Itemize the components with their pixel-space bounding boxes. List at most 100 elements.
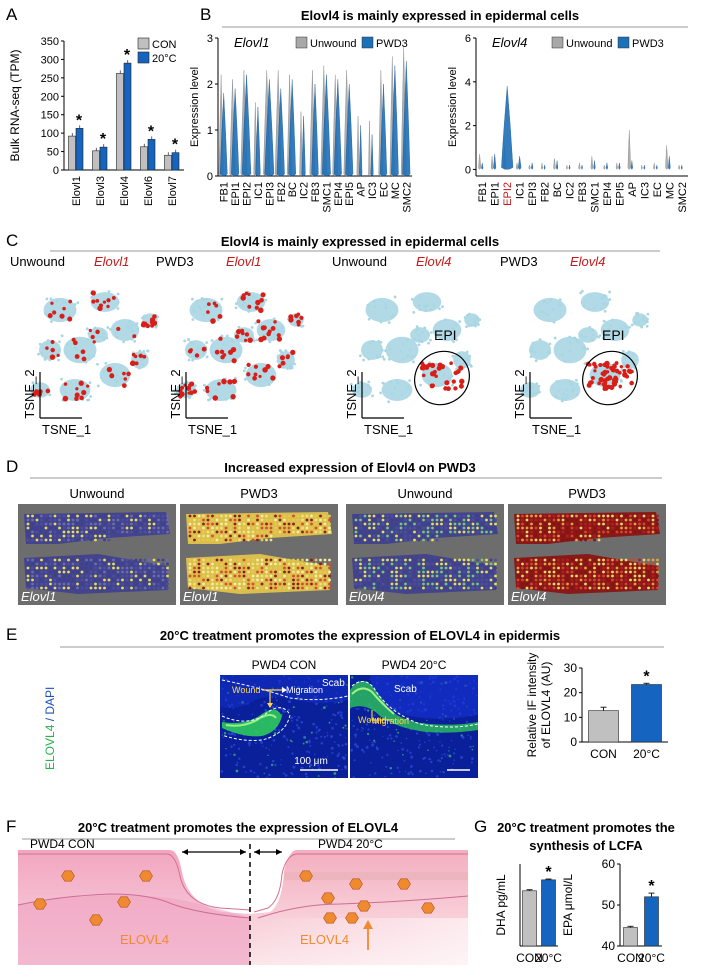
tsne-point: [203, 298, 206, 301]
spatial-spot: [26, 526, 30, 530]
tsne-point: [37, 352, 40, 356]
spatial-spot: [251, 534, 255, 538]
spatial-spot: [206, 558, 210, 562]
spatial-spot: [395, 518, 398, 522]
tsne-expressing-cell: [290, 349, 296, 356]
spatial-spot: [404, 562, 407, 566]
tsne-point: [558, 303, 562, 307]
b-violin: [379, 83, 388, 177]
tsne-expressing-cell: [626, 368, 632, 374]
tsne-expressing-cell: [459, 378, 465, 385]
spatial-spot: [449, 530, 452, 534]
spatial-spot: [647, 518, 650, 522]
tsne-point: [553, 336, 557, 340]
spatial-spot: [381, 574, 385, 578]
tsne-expressing-cell: [259, 297, 264, 303]
spatial-spot: [570, 570, 574, 574]
tsne-expressing-cell: [75, 387, 79, 391]
spatial-spot: [98, 578, 102, 582]
spatial-spot: [629, 558, 632, 562]
tsne-point: [356, 390, 359, 394]
spatial-spot: [49, 538, 52, 542]
spatial-spot: [485, 570, 488, 574]
spatial-spot: [278, 570, 282, 574]
tsne-point: [362, 358, 365, 362]
spatial-spot: [26, 522, 30, 526]
tsne-point: [645, 320, 649, 324]
if-nucleus: [396, 766, 399, 770]
spatial-spot: [67, 526, 70, 530]
spatial-spot: [229, 558, 232, 562]
spatial-spot: [588, 526, 592, 530]
spatial-spot: [399, 574, 403, 578]
spatial-spot: [620, 518, 623, 522]
b-y-tick-label: 2: [465, 121, 471, 133]
tsne-point: [250, 326, 254, 329]
tsne-point: [607, 372, 611, 376]
if-nucleus: [337, 744, 341, 747]
spatial-spot: [624, 514, 628, 518]
spatial-spot: [426, 562, 430, 566]
spatial-spot: [458, 530, 461, 534]
spatial-spot: [633, 522, 637, 526]
spatial-spot: [206, 562, 210, 566]
tsne-point: [290, 366, 294, 370]
spatial-spot: [368, 578, 371, 582]
tsne-point: [624, 325, 628, 329]
spatial-spot: [49, 570, 52, 574]
spatial-spot: [449, 566, 452, 570]
tsne-expressing-cell: [214, 349, 220, 355]
if-nucleus: [343, 765, 347, 769]
spatial-spot: [278, 518, 282, 522]
spatial-spot: [570, 558, 574, 562]
if-nucleus: [223, 732, 227, 735]
if-nucleus: [247, 741, 251, 745]
spatial-spot: [597, 574, 601, 578]
spatial-spot: [305, 570, 309, 574]
spatial-spot: [354, 558, 358, 562]
spatial-spot: [67, 586, 70, 590]
tsne-x-axis-title: TSNE_1: [188, 422, 237, 437]
if-nucleus: [305, 775, 308, 778]
a-bar: [171, 152, 180, 171]
spatial-spot: [395, 534, 398, 538]
tsne-point: [475, 317, 479, 320]
spatial-spot: [283, 518, 286, 522]
tsne-point: [232, 340, 236, 344]
spatial-spot: [157, 586, 160, 590]
if-nucleus: [367, 728, 370, 731]
if-nucleus: [297, 716, 301, 719]
spatial-spot: [139, 526, 142, 530]
tsne-point: [85, 327, 89, 331]
spatial-spot: [310, 566, 313, 570]
spatial-spot: [202, 522, 205, 526]
spatial-spot: [166, 570, 169, 574]
spatial-spot: [233, 566, 237, 570]
b-violin: [605, 162, 608, 170]
spatial-spot: [444, 530, 448, 534]
if-nucleus: [281, 713, 283, 716]
spatial-spot: [121, 526, 124, 530]
tsne-point: [96, 384, 100, 388]
spatial-spot: [107, 570, 111, 574]
if-nucleus: [271, 696, 274, 699]
if-nucleus: [390, 737, 393, 740]
spatial-spot: [328, 566, 331, 570]
spatial-spot: [139, 562, 142, 566]
spatial-spot: [31, 574, 34, 578]
spatial-spot: [597, 586, 601, 590]
spatial-spot: [314, 586, 318, 590]
tsne-expressing-cell: [194, 353, 200, 358]
spatial-spot: [593, 558, 596, 562]
spatial-spot: [202, 574, 205, 578]
tsne-expressing-cell: [106, 366, 113, 373]
spatial-spot: [651, 586, 655, 590]
bar-x-tick-label: CON: [590, 747, 617, 761]
spatial-spot: [323, 526, 327, 530]
tsne-point: [61, 384, 65, 388]
spatial-spot: [269, 538, 273, 542]
spatial-spot: [26, 530, 30, 534]
spatial-spot: [323, 574, 327, 578]
b-x-tick-label: MC: [390, 182, 402, 199]
spatial-spot: [80, 526, 84, 530]
